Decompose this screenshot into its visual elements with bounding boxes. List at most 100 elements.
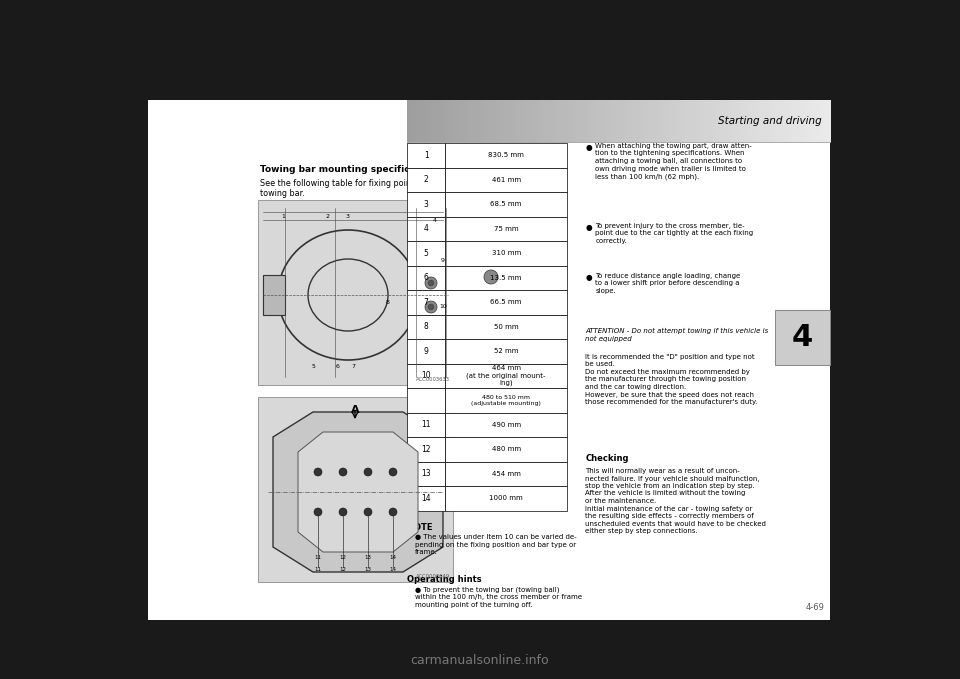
Bar [674,100,679,142]
Text: 8: 8 [386,301,390,306]
Bar [708,100,712,142]
Bar [716,100,721,142]
Bar [593,100,598,142]
Bar [801,100,805,142]
Text: ●: ● [586,143,591,152]
Bar [407,486,445,511]
Bar [486,280,496,310]
Bar [416,100,420,142]
Text: 310 mm: 310 mm [492,251,520,256]
Bar [407,290,445,314]
Text: 12: 12 [421,445,431,454]
Text: 461 mm: 461 mm [492,177,520,183]
Bar [475,100,480,142]
Text: It is recommended the "D" position and type not
be used.
Do not exceed the maxim: It is recommended the "D" position and t… [586,354,757,405]
Bar [0,0,960,100]
Text: 490 mm: 490 mm [492,422,520,428]
Bar [796,100,802,142]
Bar [424,100,429,142]
Bar [632,100,636,142]
Bar [0,0,148,679]
Bar [581,100,586,142]
Text: 13.5 mm: 13.5 mm [491,275,522,280]
Bar [0,620,960,679]
Bar [445,290,567,314]
Bar [449,100,455,142]
Bar [732,100,738,142]
Text: To reduce distance angle loading, change
to a lower shift prior before descendin: To reduce distance angle loading, change… [595,273,740,294]
Text: 12: 12 [340,555,347,560]
Bar [724,100,730,142]
Bar [492,100,497,142]
Text: NOTE: NOTE [407,523,433,532]
Text: 2: 2 [423,175,428,184]
Bar [657,100,661,142]
Bar [703,100,708,142]
Bar [665,100,670,142]
Bar [258,397,453,582]
Ellipse shape [278,230,418,360]
Bar [263,275,285,315]
Bar [648,100,654,142]
Text: 4-69: 4-69 [806,603,825,612]
Bar [564,100,569,142]
Circle shape [364,468,372,476]
Bar [669,100,675,142]
Text: 480 mm: 480 mm [492,446,520,452]
Bar [627,100,633,142]
Text: ACC0003649: ACC0003649 [416,574,450,579]
Text: Towing bar mounting specifications: Towing bar mounting specifications [260,165,442,174]
Text: 12: 12 [340,567,347,572]
Bar [754,100,759,142]
Bar [737,100,742,142]
Bar [407,143,445,168]
Text: 6: 6 [423,273,428,282]
Bar [407,339,445,363]
Bar [606,100,612,142]
Bar [775,310,830,365]
Bar [830,0,960,679]
Circle shape [314,508,322,516]
Bar [445,363,567,388]
Bar [407,462,445,486]
Text: carmanualsonline.info: carmanualsonline.info [411,655,549,667]
Bar [407,217,445,241]
Text: 480 to 510 mm
(adjustable mounting): 480 to 510 mm (adjustable mounting) [471,395,541,405]
Bar [445,388,567,413]
Bar [513,100,518,142]
Text: When attaching the towing part, draw atten-
tion to the tightening specification: When attaching the towing part, draw att… [595,143,752,179]
Bar [445,314,567,339]
Text: Starting and driving: Starting and driving [718,116,822,126]
Bar [614,100,619,142]
Text: 13: 13 [365,555,372,560]
Text: 1: 1 [423,151,428,160]
Bar [567,100,573,142]
Text: 464 mm
(at the original mount-
ing): 464 mm (at the original mount- ing) [467,365,546,386]
Bar [445,265,567,290]
Text: Operating hints: Operating hints [407,574,482,583]
Text: 8: 8 [423,323,428,331]
Bar [500,100,505,142]
Bar [467,100,471,142]
Bar [711,100,717,142]
Bar [653,100,658,142]
Bar [741,100,747,142]
Text: 9: 9 [423,347,428,356]
Bar [445,339,567,363]
Text: 13: 13 [421,469,431,478]
Bar [745,100,751,142]
Bar [618,100,624,142]
Text: 454 mm: 454 mm [492,471,520,477]
Text: 11: 11 [421,420,431,429]
Circle shape [389,508,397,516]
Bar [767,100,772,142]
Bar [597,100,603,142]
Bar [445,168,567,192]
Text: towing bar.: towing bar. [260,189,304,198]
Circle shape [339,468,347,476]
Bar [420,100,425,142]
Bar [762,100,768,142]
Bar [750,100,755,142]
Bar [407,100,413,142]
Bar [783,100,789,142]
